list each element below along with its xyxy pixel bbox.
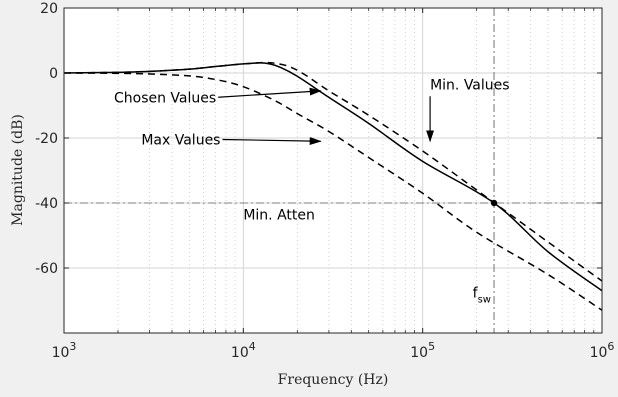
fsw-marker (490, 199, 498, 207)
annotation-arrow (218, 87, 322, 98)
plot-area (64, 8, 602, 333)
annotations: Chosen Values Max Values Min. Values Min. A… (114, 77, 510, 305)
chosen-values-curve (64, 62, 602, 292)
x-tick-label: 105 (410, 340, 435, 361)
y-tick-label: -40 (35, 196, 58, 212)
y-axis-title: Magnitude (dB) (10, 114, 26, 226)
y-tick-label: -60 (35, 261, 58, 277)
ticks (63, 7, 603, 333)
y-tick-label: 20 (40, 1, 58, 17)
x-tick-label: 106 (590, 340, 615, 361)
y-tick-label: -20 (35, 131, 58, 147)
chosen-values-label: Chosen Values (114, 90, 216, 106)
y-tick-label: 0 (49, 66, 58, 82)
x-tick-label: 103 (52, 340, 77, 361)
x-tick-label: 104 (231, 340, 256, 361)
min-values-label: Min. Values (430, 77, 509, 93)
series-group (64, 61, 602, 311)
x-axis-title: Frequency (Hz) (278, 372, 389, 388)
plot-frame (63, 7, 603, 334)
min-atten-label: Min. Atten (243, 207, 315, 223)
fsw-label: fsw (473, 285, 491, 305)
max-values-label: Max Values (141, 133, 220, 149)
y-tick-labels: 20 0 -20 -40 -60 (35, 1, 58, 277)
annotation-arrow (222, 137, 322, 146)
reference-lines (64, 8, 602, 333)
x-tick-labels: 103 104 105 106 (52, 340, 615, 361)
max-values-curve (64, 72, 602, 311)
